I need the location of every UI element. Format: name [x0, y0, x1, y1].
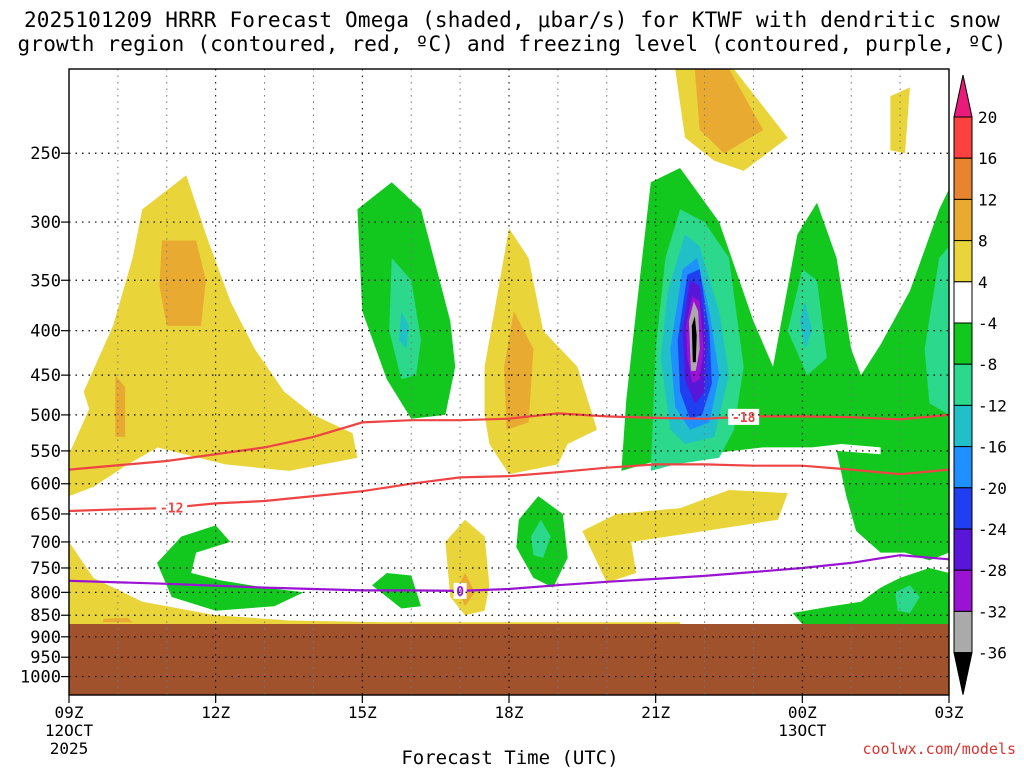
colorbar-bottom-arrow	[953, 652, 973, 695]
y-tick-label-850: 850	[30, 606, 61, 626]
omega-region-yellow-left-ring	[69, 353, 324, 497]
omega-region-seagreen-far-right	[924, 246, 949, 415]
colorbar-label-1: 16	[978, 149, 997, 168]
colorbar-segment-3	[953, 240, 973, 283]
freezing-level-label-bg	[453, 582, 467, 599]
pressure-axis: 2503003504004505005506006507007508008509…	[20, 144, 69, 688]
x-tick-date-09Z: 12OCT	[45, 721, 94, 740]
colorbar-segment-9	[953, 487, 973, 530]
omega-region-orange-mid-18z	[504, 311, 534, 430]
dgz-minus18-label-bg	[728, 408, 760, 425]
dgz-minus18-label: -18	[732, 411, 756, 426]
y-tick-label-300: 300	[30, 213, 61, 233]
omega-region-yellow-mid-18z	[484, 228, 597, 475]
colorbar-label-9: -20	[978, 479, 1007, 498]
colorbar-segment-6	[953, 363, 973, 406]
omega-region-cyan-right	[799, 301, 813, 350]
x-tick-label-18Z: 18Z	[495, 703, 524, 722]
colorbar-segment-8	[953, 446, 973, 489]
colorbar-segment-5	[953, 322, 973, 365]
omega-region-orange-top	[694, 69, 764, 154]
colorbar-label-12: -32	[978, 602, 1007, 621]
y-tick-label-950: 950	[30, 648, 61, 668]
omega-region-green-bottom-right	[792, 568, 949, 624]
x-tick-label-12Z: 12Z	[201, 703, 230, 722]
x-tick-label-03Z: 03Z	[935, 703, 964, 722]
colorbar-segment-2	[953, 198, 973, 242]
omega-shading-layer	[69, 69, 949, 624]
omega-region-seagreen-mid-18z	[531, 519, 551, 558]
colorbar-label-7: -12	[978, 396, 1007, 415]
colorbar-label-11: -28	[978, 561, 1007, 580]
x-tick-label-00Z: 00Z	[788, 703, 817, 722]
omega-region-yellow-bottom-band	[69, 541, 681, 624]
credit-text: coolwx.com/models	[862, 740, 1016, 758]
x-tick-date-00Z: 13OCT	[778, 721, 827, 740]
colorbar-label-8: -16	[978, 438, 1007, 457]
colorbar-segment-10	[953, 528, 973, 571]
colorbar-segment-1	[953, 157, 973, 200]
colorbar-segment-4	[953, 281, 973, 324]
colorbar-label-5: -4	[978, 314, 997, 333]
x-tick-label-21Z: 21Z	[641, 703, 670, 722]
y-tick-label-650: 650	[30, 505, 61, 525]
colorbar-label-6: -8	[978, 355, 997, 374]
colorbar-label-2: 12	[978, 190, 997, 209]
y-tick-label-800: 800	[30, 583, 61, 603]
colorbar-label-4: 4	[978, 273, 988, 292]
colorbar-segment-7	[953, 404, 973, 448]
colorbar-segment-12	[953, 610, 973, 654]
y-tick-label-750: 750	[30, 559, 61, 579]
omega-region-orange-bottom-blob	[103, 617, 133, 623]
freezing-level-line	[69, 554, 949, 593]
x-tick-label-09Z: 09Z	[55, 703, 84, 722]
colorbar-top-arrow	[953, 74, 973, 118]
colorbar-label-3: 8	[978, 232, 988, 251]
dgz-minus12-label: -12	[160, 502, 183, 517]
colorbar-label-0: 20	[978, 108, 997, 127]
omega-region-cyan-upper-15z	[399, 311, 409, 350]
y-tick-label-700: 700	[30, 533, 61, 553]
y-tick-label-250: 250	[30, 144, 61, 164]
y-tick-label-350: 350	[30, 271, 61, 291]
colorbar-segment-11	[953, 569, 973, 612]
dgz-minus18-line	[69, 412, 949, 471]
dgz-minus12-label-bg	[156, 499, 188, 516]
omega-region-yellow-top-right	[890, 87, 910, 154]
omega-region-yellow-mid-right	[582, 490, 788, 583]
title-line-1: 2025101209 HRRR Forecast Omega (shaded, …	[23, 8, 1001, 32]
y-tick-label-600: 600	[30, 475, 61, 495]
colorbar: 20 16 12 8 4 -4 -8 -12 -16 -20 -24 -28 -32 -36	[953, 74, 1007, 695]
x-tick-year-09Z: 2025	[50, 739, 89, 758]
y-tick-label-900: 900	[30, 628, 61, 648]
colorbar-label-10: -24	[978, 520, 1007, 539]
omega-region-black-main	[691, 316, 697, 363]
omega-region-green-bottom-left	[157, 525, 304, 611]
x-tick-label-15Z: 15Z	[348, 703, 377, 722]
y-tick-label-400: 400	[30, 322, 61, 342]
colorbar-segment-0	[953, 116, 973, 159]
omega-region-orange-left-upper	[159, 240, 206, 326]
x-axis-label: Forecast Time (UTC)	[401, 747, 618, 768]
chart-title: 2025101209 HRRR Forecast Omega (shaded, …	[0, 8, 1024, 56]
title-line-2: growth region (contoured, red, ºC) and f…	[17, 32, 1007, 56]
y-tick-label-1000: 1000	[20, 668, 61, 688]
colorbar-label-13: -36	[978, 644, 1007, 663]
y-tick-label-450: 450	[30, 366, 61, 386]
y-tick-label-550: 550	[30, 442, 61, 462]
y-tick-label-500: 500	[30, 406, 61, 426]
